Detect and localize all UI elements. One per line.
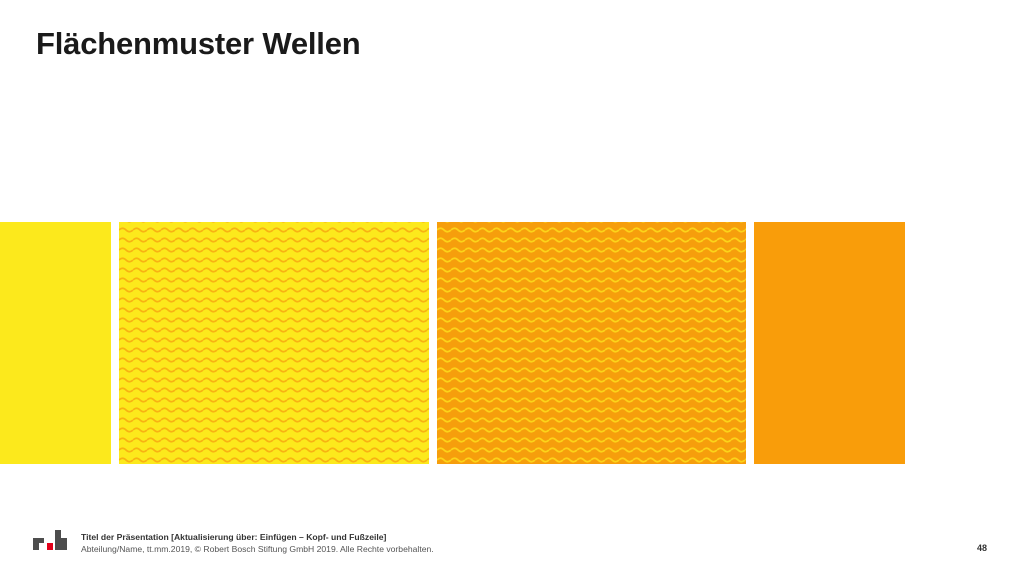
footer-meta: Abteilung/Name, tt.mm.2019, © Robert Bos… xyxy=(81,544,434,554)
slide-title: Flächenmuster Wellen xyxy=(36,26,361,61)
swatch-orange-waves xyxy=(437,222,746,464)
footer-presentation-title: Titel der Präsentation [Aktualisierung ü… xyxy=(81,532,387,542)
page-number: 48 xyxy=(976,543,987,553)
swatch-yellow-solid xyxy=(0,222,111,464)
swatch-orange-solid xyxy=(754,222,905,464)
footer-text: Titel der Präsentation [Aktualisierung ü… xyxy=(81,531,434,555)
swatch-yellow-waves xyxy=(119,222,429,464)
rb-logo-icon xyxy=(33,528,67,552)
